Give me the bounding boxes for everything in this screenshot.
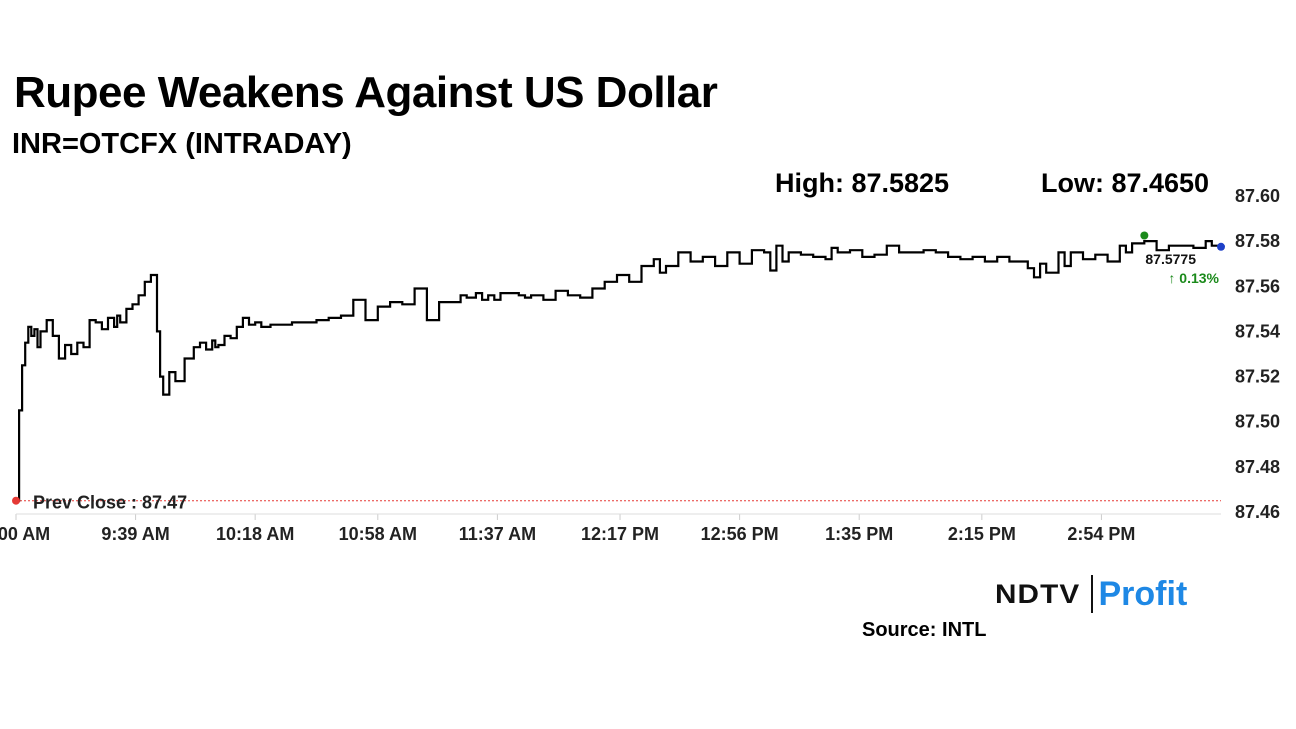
x-axis: 9:00 AM 9:39 AM 10:18 AM 10:58 AM 11:37 AM 12… — [0, 514, 1135, 544]
ndtv-profit-logo: NDTV Profit — [995, 574, 1187, 614]
chart-title: Rupee Weakens Against US Dollar — [14, 68, 718, 117]
y-tick-label: 87.52 — [1235, 367, 1280, 387]
high-marker — [1140, 231, 1149, 240]
last-price-label: 87.5775 — [1145, 251, 1196, 267]
logo-divider — [1090, 575, 1093, 613]
low-label: Low: 87.4650 — [1041, 168, 1210, 198]
x-tick-label: 1:35 PM — [825, 524, 893, 544]
price-line — [16, 240, 1223, 502]
y-tick-label: 87.60 — [1235, 186, 1280, 206]
y-axis: 87.60 87.58 87.56 87.54 87.52 87.50 87.48 87.46 — [1235, 186, 1280, 522]
y-tick-label: 87.46 — [1235, 502, 1280, 522]
y-tick-label: 87.56 — [1235, 276, 1280, 296]
x-tick-label: 10:18 AM — [216, 524, 294, 544]
x-tick-label: 9:00 AM — [0, 524, 50, 544]
x-tick-label: 12:17 PM — [581, 524, 659, 544]
logo-ndtv-text: NDTV — [995, 578, 1081, 609]
y-tick-label: 87.58 — [1235, 231, 1280, 251]
x-tick-label: 2:54 PM — [1067, 524, 1135, 544]
high-label: High: 87.5825 — [775, 168, 950, 198]
prev-close-marker — [12, 496, 20, 505]
y-tick-label: 87.50 — [1235, 412, 1280, 432]
logo-profit-text: Profit — [1098, 574, 1188, 613]
source-note: Source: INTL — [862, 619, 987, 641]
chart-subtitle: INR=OTCFX (INTRADAY) — [12, 128, 352, 160]
x-tick-label: 12:56 PM — [701, 524, 779, 544]
y-tick-label: 87.48 — [1235, 457, 1280, 477]
last-price-marker — [1217, 242, 1225, 251]
x-tick-label: 9:39 AM — [101, 524, 169, 544]
x-tick-label: 11:37 AM — [459, 524, 536, 544]
prev-close-label: Prev Close : 87.47 — [33, 493, 187, 513]
change-percent-label: ↑ 0.13% — [1168, 270, 1219, 286]
x-tick-label: 2:15 PM — [948, 524, 1016, 544]
x-tick-label: 10:58 AM — [339, 524, 417, 544]
y-tick-label: 87.54 — [1235, 321, 1280, 341]
